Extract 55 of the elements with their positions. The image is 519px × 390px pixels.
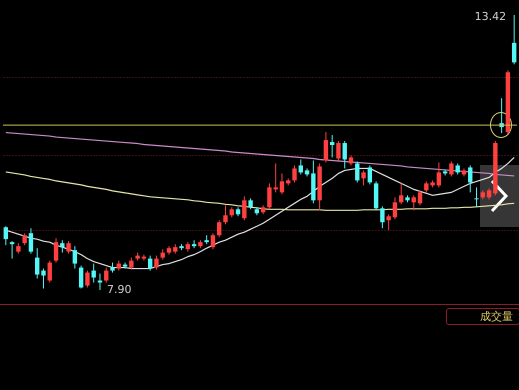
candlestick: [292, 164, 297, 183]
candlestick: [41, 268, 46, 290]
candlestick: [324, 132, 328, 163]
candlestick: [336, 140, 341, 161]
candlestick: [361, 170, 366, 186]
candlestick: [355, 160, 360, 183]
candlestick: [35, 248, 40, 280]
candlestick: [66, 240, 71, 254]
candlestick: [16, 242, 21, 254]
candlestick: [267, 182, 272, 210]
candlestick: [380, 206, 385, 229]
candlestick: [399, 182, 404, 205]
candlestick: [217, 220, 222, 238]
candlestick: [368, 164, 372, 185]
candlestick: [412, 194, 416, 211]
candlestick: [160, 248, 165, 260]
candlestick: [418, 190, 422, 206]
candlestick: [273, 162, 278, 193]
candlestick: [248, 198, 253, 210]
candlestick: [116, 260, 121, 272]
candlestick: [91, 263, 96, 284]
candlestick: [455, 162, 460, 175]
candlestick: [348, 154, 354, 166]
candlestick: [512, 14, 516, 65]
text: 成交量: [446, 308, 519, 325]
candlestick: [72, 246, 78, 270]
candlestick: [186, 242, 190, 252]
candlestick: [60, 240, 65, 254]
candlestick: [4, 226, 8, 246]
candlestick: [210, 232, 216, 250]
candlestick: [230, 206, 234, 218]
annotation: 7.90: [106, 283, 132, 296]
candlestick: [54, 238, 58, 264]
candlestick: [468, 164, 472, 193]
candlestick: [48, 260, 52, 284]
candlestick: [298, 158, 303, 175]
candlestick: [110, 262, 115, 274]
candlestick: [173, 244, 178, 254]
candlestick: [78, 265, 84, 290]
annotation: 13.42: [474, 10, 506, 23]
candlestick: [330, 134, 334, 158]
candlestick: [104, 267, 108, 284]
candlestick: [28, 228, 34, 254]
candlestick: [148, 255, 152, 272]
candlestick: [98, 273, 102, 290]
candlestick: [10, 240, 14, 260]
candlestick: [424, 180, 429, 193]
candlestick: [85, 270, 90, 288]
candlestick: [154, 255, 159, 270]
candlestick: [22, 232, 27, 246]
candlestick: [129, 257, 134, 270]
candlestick: [242, 196, 247, 221]
candlestick: [342, 140, 347, 169]
candlestick: [280, 172, 284, 195]
candlestick: [449, 160, 454, 177]
